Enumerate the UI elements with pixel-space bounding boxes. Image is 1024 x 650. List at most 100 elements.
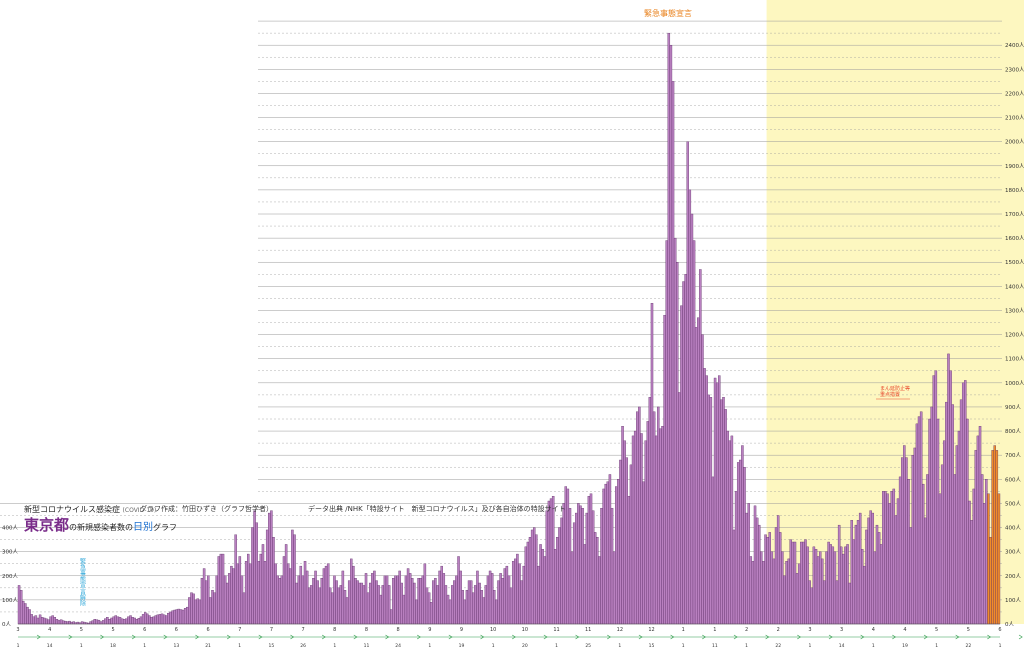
x-day-label: 14 <box>839 643 845 649</box>
bar <box>411 578 414 625</box>
bar <box>795 573 799 625</box>
bar <box>427 592 431 625</box>
y-tick-right: 900人 <box>1005 404 1021 411</box>
bar <box>629 464 633 625</box>
bar <box>802 541 805 625</box>
title-mid: の新規感染者数の <box>69 523 134 532</box>
bar <box>900 457 904 625</box>
y-tick-right: 1700人 <box>1005 211 1024 218</box>
bar <box>364 573 368 625</box>
bar <box>289 568 292 625</box>
bar <box>903 445 906 625</box>
x-day-label: 1 <box>428 643 431 649</box>
bar <box>705 375 708 625</box>
bar <box>947 353 950 625</box>
bar <box>490 573 494 625</box>
bar <box>762 561 765 625</box>
bar <box>183 608 187 625</box>
bar <box>429 602 433 625</box>
y-tick-right: 0人 <box>1005 621 1014 628</box>
bar <box>413 582 416 625</box>
bar <box>650 303 654 625</box>
bar <box>419 578 422 625</box>
bar <box>116 616 120 625</box>
bar <box>217 556 221 625</box>
bar <box>520 580 523 625</box>
title-author: グラフ作成：竹田ひずき（グラフ哲学者） <box>140 505 273 513</box>
bar <box>390 609 393 625</box>
bar <box>308 587 311 625</box>
bar <box>106 617 109 625</box>
bar <box>610 508 614 625</box>
bar <box>242 592 246 625</box>
bar <box>173 609 176 625</box>
bar <box>509 587 513 625</box>
bar <box>829 544 832 625</box>
bar <box>713 377 717 625</box>
bar <box>211 590 214 625</box>
bar <box>379 594 382 625</box>
x-month-label: 3 <box>16 627 19 633</box>
bar <box>760 551 763 625</box>
bar <box>943 440 946 625</box>
bar <box>221 553 225 625</box>
bar <box>22 600 25 625</box>
bar <box>884 491 887 625</box>
bar <box>93 619 96 625</box>
bar <box>528 537 532 625</box>
bar <box>781 551 784 625</box>
bar <box>715 382 719 625</box>
date-arrow-head <box>68 634 73 640</box>
bar <box>278 578 282 625</box>
bar <box>968 500 971 625</box>
bar <box>514 558 517 625</box>
bar <box>638 406 641 625</box>
bar <box>238 556 242 625</box>
bar <box>579 505 582 625</box>
bar <box>833 551 837 625</box>
bar <box>265 529 269 625</box>
bar <box>402 594 406 625</box>
bar <box>671 81 675 625</box>
bar <box>356 580 359 625</box>
date-arrow-head <box>480 634 485 640</box>
bar <box>697 317 700 625</box>
date-arrow-head <box>36 634 41 640</box>
x-month-label: 5 <box>80 627 83 633</box>
bar <box>282 556 286 625</box>
bar <box>478 582 481 625</box>
x-day-label: 1 <box>333 643 336 649</box>
bar <box>930 406 933 625</box>
bar <box>434 578 437 625</box>
x-month-label: 1 <box>713 627 716 633</box>
bar <box>989 537 992 625</box>
bar <box>345 597 349 625</box>
bar <box>146 613 149 625</box>
bar <box>350 558 353 625</box>
bar <box>661 426 664 625</box>
date-arrow-head <box>638 634 643 640</box>
bar <box>566 488 570 625</box>
data-source: データ出典 /NHK「特設サイト 新型コロナウイルス」及び各自治体の特設サイト <box>308 505 566 513</box>
bar <box>955 445 959 625</box>
bar <box>640 433 643 625</box>
bar <box>347 580 351 625</box>
date-arrow-head <box>575 634 580 640</box>
y-tick-right: 600人 <box>1005 476 1021 483</box>
bar <box>922 483 925 625</box>
y-tick-right: 800人 <box>1005 428 1021 435</box>
bar <box>301 575 305 625</box>
bar <box>863 565 866 625</box>
bar <box>398 570 401 625</box>
bar <box>718 375 721 625</box>
bar <box>335 580 338 625</box>
x-day-label: 26 <box>300 643 306 649</box>
bar <box>392 578 395 625</box>
y-tick-left: 300人 <box>2 549 18 556</box>
bar <box>680 305 683 625</box>
bar <box>789 539 792 625</box>
bar <box>699 269 702 625</box>
bar <box>316 580 319 625</box>
bar <box>120 618 124 625</box>
x-day-label: 22 <box>775 643 781 649</box>
